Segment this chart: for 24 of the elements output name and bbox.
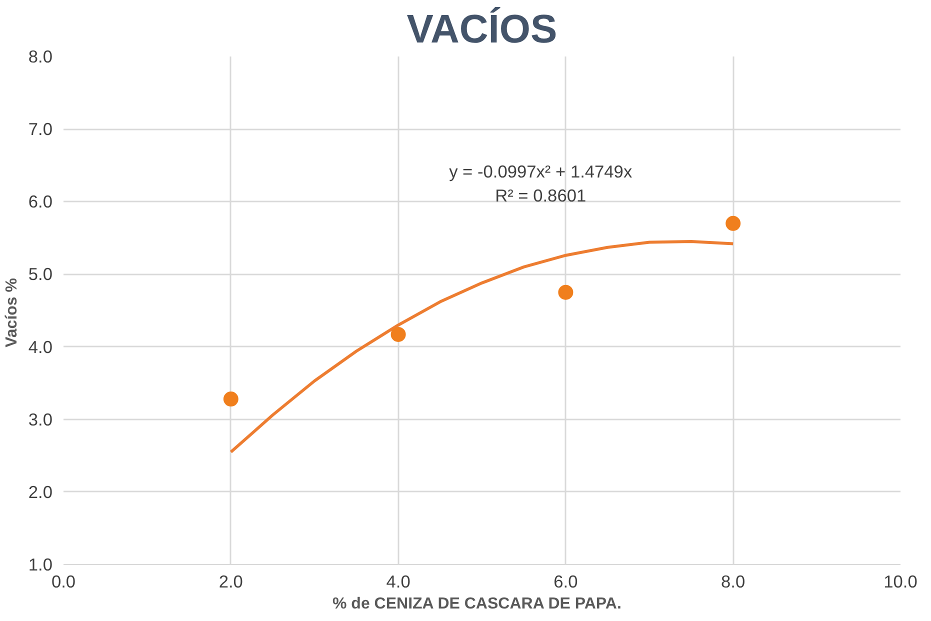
y-tick-label: 8.0 [28,46,53,66]
x-tick-label: 10.0 [884,572,918,592]
x-axis-title: % de CENIZA DE CASCARA DE PAPA. [332,596,622,612]
x-tick-label: 8.0 [721,572,746,592]
point [726,216,741,231]
chart-title: VACÍOS [406,6,558,52]
line-series [229,240,735,454]
point [390,326,406,342]
y-tick-label: 1.0 [28,554,53,574]
point [558,284,574,300]
y-tick-label: 2.0 [28,482,53,502]
x-tick-label: 2.0 [218,572,243,592]
y-tick-label: 5.0 [28,264,53,284]
y-tick-label: 4.0 [28,336,53,357]
x-tick-label: 6.0 [554,572,578,592]
annotation: y = -0.0997x² + 1.4749x [449,161,632,182]
y-tick-label: 3.0 [28,409,53,430]
y-axis-title: Vacíos % [3,278,20,348]
annotation: R² = 0.8601 [495,185,586,206]
x-tick-label: 0.0 [51,572,76,592]
x-tick-label: 4.0 [386,572,410,592]
y-tick-label: 6.0 [28,192,53,212]
point [223,392,238,407]
y-tick-label: 7.0 [28,119,53,140]
